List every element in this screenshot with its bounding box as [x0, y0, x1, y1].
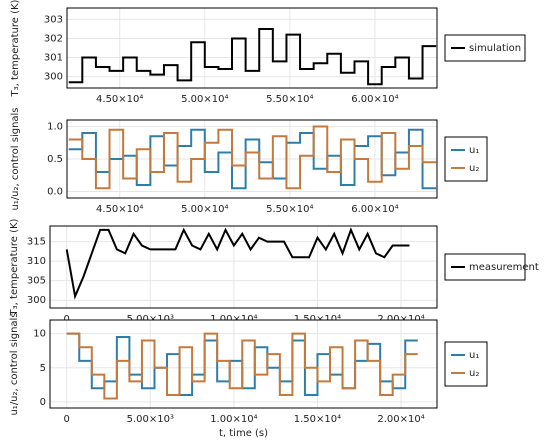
y-tick-label: 0.5: [47, 154, 63, 165]
legend-box: [444, 253, 526, 281]
x-tick-label: 4.50×10⁴: [96, 94, 143, 105]
data-line: [65, 227, 410, 300]
x-tick-label: 5.50×10⁴: [266, 94, 313, 105]
y-axis-label: T₃, temperature (K): [9, 218, 20, 316]
y-axis-label: u₁/u₂, control signals: [10, 107, 21, 210]
data-line: [68, 125, 437, 190]
plot-frame: [49, 225, 438, 309]
y-tick-label: 315: [27, 237, 46, 248]
plot-area: [49, 319, 438, 409]
y-tick-label: 305: [27, 276, 46, 287]
y-tick-label: 303: [44, 14, 63, 25]
plot-area: [49, 225, 438, 309]
x-tick-label: 5.50×10⁴: [266, 204, 313, 215]
legend-box: [444, 136, 488, 182]
x-axis-label: t, time (s): [219, 428, 268, 439]
y-tick-label: 0.0: [47, 187, 63, 198]
y-tick-label: 300: [44, 72, 63, 83]
y-tick-label: 5: [40, 363, 46, 374]
y-tick-label: 300: [27, 295, 46, 306]
x-tick-label: 1.50×10⁴: [294, 414, 341, 425]
data-line: [66, 332, 418, 400]
y-tick-label: 310: [27, 256, 46, 267]
x-tick-label: 5.00×10⁴: [181, 204, 228, 215]
plot-frame: [66, 119, 438, 199]
legend-label: u₁: [469, 350, 479, 361]
x-tick-label: 5.00×10⁴: [181, 94, 228, 105]
plot-frame: [49, 319, 438, 409]
y-axis-label: u₁/u₂, control signals: [9, 312, 20, 415]
y-tick-label: 10: [33, 329, 46, 340]
data-line: [68, 128, 437, 190]
y-axis-label: T₃, temperature (K): [10, 0, 21, 97]
legend-box: [444, 341, 488, 387]
data-line: [68, 27, 437, 86]
legend-label: measurement: [469, 262, 539, 273]
x-tick-label: 6.00×10⁴: [351, 94, 398, 105]
legend-label: u₂: [469, 368, 479, 379]
y-tick-label: 302: [44, 33, 63, 44]
legend-label: simulation: [469, 43, 521, 54]
x-tick-label: 0: [64, 414, 70, 425]
y-tick-label: 1.0: [47, 122, 63, 133]
x-tick-label: 2.00×10⁴: [377, 414, 424, 425]
y-tick-label: 301: [44, 53, 63, 64]
x-tick-label: 5.00×10³: [127, 414, 174, 425]
plot-frame: [66, 7, 438, 89]
legend-label: u₁: [469, 145, 479, 156]
x-tick-label: 1.00×10⁴: [210, 414, 257, 425]
y-tick-label: 0: [40, 397, 46, 408]
x-tick-label: 4.50×10⁴: [96, 204, 143, 215]
legend-label: u₂: [469, 163, 479, 174]
x-tick-label: 6.00×10⁴: [351, 204, 398, 215]
